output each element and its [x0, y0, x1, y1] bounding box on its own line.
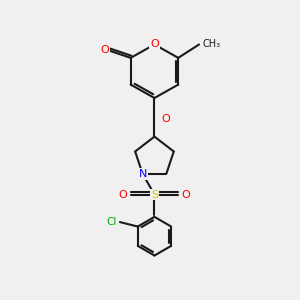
Text: O: O	[182, 190, 190, 200]
Text: O: O	[100, 44, 109, 55]
Text: O: O	[150, 40, 159, 50]
Text: S: S	[151, 190, 158, 200]
Text: N: N	[138, 169, 147, 179]
Text: Cl: Cl	[106, 217, 116, 227]
Text: O: O	[118, 190, 127, 200]
Text: O: O	[161, 114, 170, 124]
Text: CH₃: CH₃	[202, 40, 220, 50]
